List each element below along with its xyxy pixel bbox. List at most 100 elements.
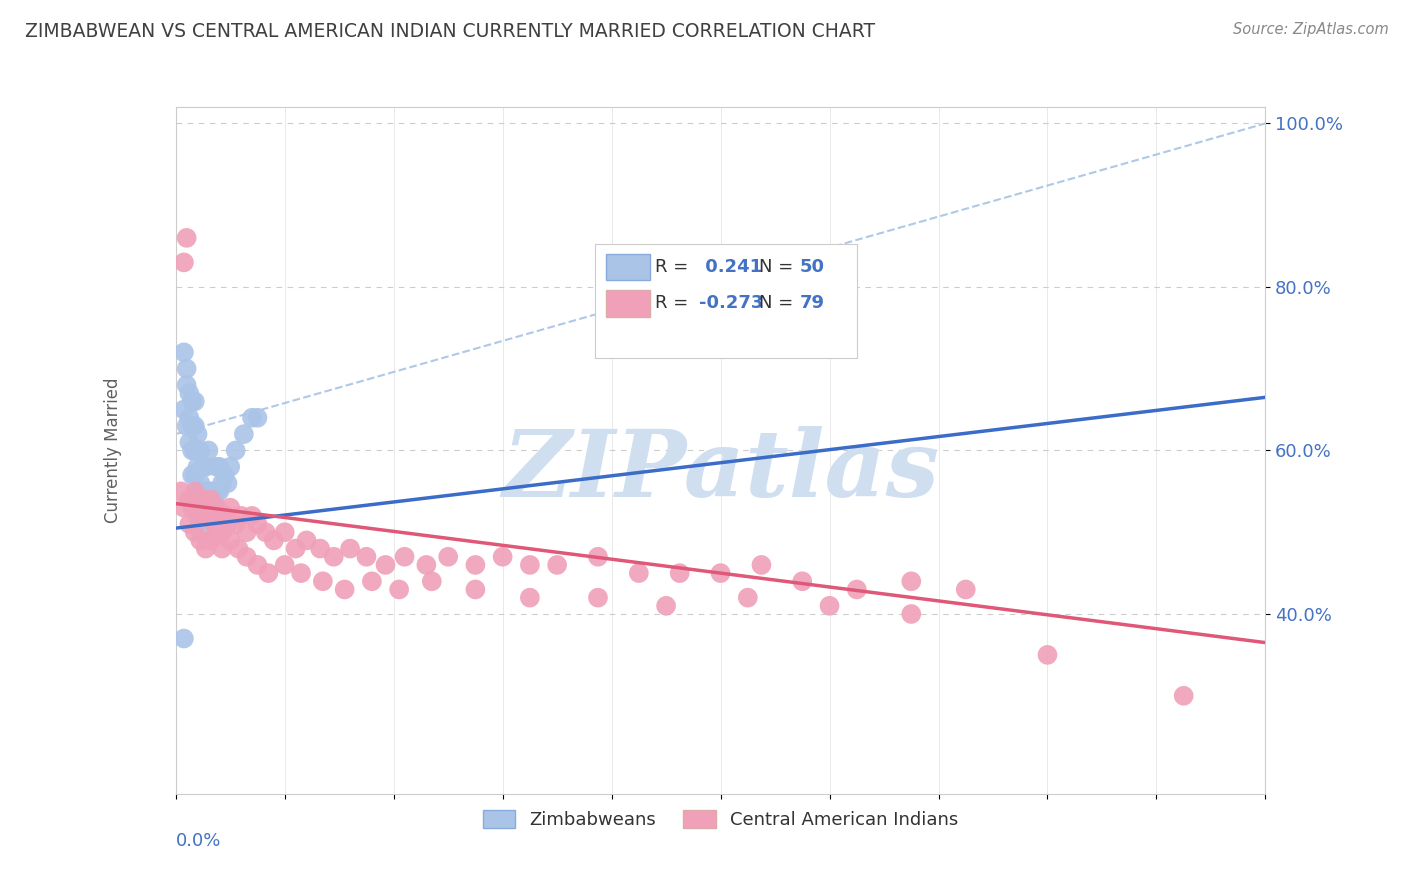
Point [211, 476, 233, 491]
Point [211, 525, 233, 540]
Point [173, 402, 195, 417]
Point [194, 500, 217, 515]
Point [1173, 689, 1195, 703]
Point [191, 508, 214, 523]
Point [197, 443, 219, 458]
Point [464, 582, 486, 597]
Point [232, 427, 254, 442]
Point [181, 394, 204, 409]
Point [284, 541, 307, 556]
Point [309, 541, 332, 556]
Point [257, 566, 280, 580]
Point [586, 591, 609, 605]
Point [179, 410, 201, 425]
Point [194, 484, 217, 499]
Point [179, 516, 201, 531]
Point [388, 582, 411, 597]
Point [792, 574, 814, 589]
Text: R =: R = [655, 258, 695, 276]
Point [246, 410, 269, 425]
Point [184, 492, 207, 507]
Point [194, 459, 217, 474]
Point [492, 549, 515, 564]
Point [184, 443, 207, 458]
Point [197, 508, 219, 523]
Point [173, 500, 195, 515]
Point [751, 558, 773, 572]
Point [186, 484, 209, 499]
Point [179, 386, 201, 401]
Point [200, 508, 222, 523]
Point [955, 582, 977, 597]
Text: 0.241: 0.241 [699, 258, 762, 276]
Point [208, 459, 231, 474]
Point [200, 484, 222, 499]
Point [211, 541, 233, 556]
Point [191, 484, 214, 499]
Point [214, 508, 236, 523]
Point [188, 525, 211, 540]
Point [235, 525, 257, 540]
Point [191, 459, 214, 474]
Text: Source: ZipAtlas.com: Source: ZipAtlas.com [1233, 22, 1389, 37]
Point [191, 492, 214, 507]
Point [186, 500, 209, 515]
Point [173, 255, 195, 269]
Point [235, 549, 257, 564]
Point [205, 484, 228, 499]
Point [184, 419, 207, 434]
Point [420, 574, 443, 589]
Point [217, 476, 239, 491]
Text: N =: N = [759, 258, 799, 276]
Point [312, 574, 335, 589]
Point [240, 410, 263, 425]
Point [200, 533, 222, 548]
Point [586, 549, 609, 564]
Point [246, 558, 269, 572]
Point [176, 231, 198, 245]
Point [194, 541, 217, 556]
Point [188, 500, 211, 515]
Point [263, 533, 285, 548]
Point [186, 508, 209, 523]
Point [246, 516, 269, 531]
Point [546, 558, 568, 572]
Point [219, 500, 242, 515]
Point [240, 508, 263, 523]
Point [219, 533, 242, 548]
Legend: Zimbabweans, Central American Indians: Zimbabweans, Central American Indians [475, 803, 966, 837]
Point [225, 516, 247, 531]
Text: R =: R = [655, 294, 695, 312]
Point [181, 500, 204, 515]
Point [208, 508, 231, 523]
Point [184, 484, 207, 499]
Text: ZIPatlas: ZIPatlas [502, 426, 939, 516]
Point [200, 492, 222, 507]
Point [202, 516, 225, 531]
Point [208, 484, 231, 499]
Point [205, 459, 228, 474]
Point [339, 541, 361, 556]
Text: N =: N = [759, 294, 799, 312]
FancyBboxPatch shape [606, 254, 650, 280]
Point [179, 435, 201, 450]
Point [737, 591, 759, 605]
Point [184, 525, 207, 540]
Point [900, 574, 922, 589]
Point [194, 508, 217, 523]
Point [228, 541, 250, 556]
Point [173, 632, 195, 646]
Point [219, 459, 242, 474]
Point [231, 508, 253, 523]
Point [437, 549, 460, 564]
Point [197, 508, 219, 523]
Point [170, 484, 193, 499]
Point [214, 467, 236, 482]
Text: 79: 79 [800, 294, 825, 312]
Point [202, 492, 225, 507]
Point [254, 525, 277, 540]
Point [464, 558, 486, 572]
Point [845, 582, 868, 597]
Y-axis label: Currently Married: Currently Married [104, 377, 122, 524]
Point [818, 599, 841, 613]
